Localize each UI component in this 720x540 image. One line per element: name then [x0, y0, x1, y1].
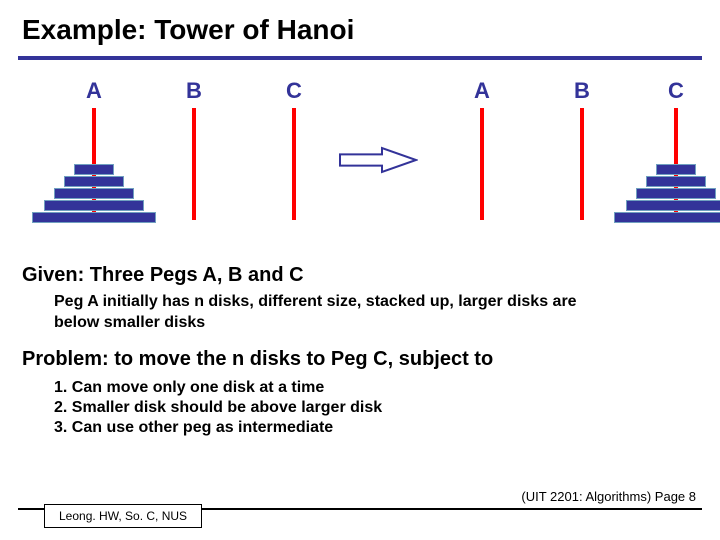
peg-label: B	[574, 78, 590, 104]
problem-item-2: 2. Smaller disk should be above larger d…	[22, 398, 382, 419]
peg-line	[480, 108, 484, 220]
peg-label: C	[668, 78, 684, 104]
slide-title: Example: Tower of Hanoi	[22, 14, 354, 46]
problem-item-3: 3. Can use other peg as intermediate	[22, 418, 333, 439]
hanoi-disk	[646, 176, 706, 187]
peg-label: A	[86, 78, 102, 104]
arrow-icon	[338, 146, 418, 174]
hanoi-disk	[656, 164, 696, 175]
author-box: Leong. HW, So. C, NUS	[44, 504, 202, 528]
hanoi-disk	[636, 188, 716, 199]
peg-line	[292, 108, 296, 220]
title-rule	[18, 56, 702, 60]
hanoi-disk	[614, 212, 720, 223]
hanoi-disk	[32, 212, 156, 223]
hanoi-disk	[64, 176, 124, 187]
peg-line	[192, 108, 196, 220]
page-footer-right: (UIT 2201: Algorithms) Page 8	[521, 489, 696, 504]
given-subtext: Peg A initially has n disks, different s…	[22, 292, 602, 334]
hanoi-diagram: ABCABC	[28, 78, 692, 248]
hanoi-disk	[44, 200, 144, 211]
hanoi-disk	[54, 188, 134, 199]
problem-heading: Problem: to move the n disks to Peg C, s…	[22, 348, 493, 371]
hanoi-disk	[626, 200, 720, 211]
peg-label: C	[286, 78, 302, 104]
peg-line	[580, 108, 584, 220]
hanoi-disk	[74, 164, 114, 175]
problem-item-1: 1. Can move only one disk at a time	[22, 378, 324, 399]
peg-label: B	[186, 78, 202, 104]
given-heading: Given: Three Pegs A, B and C	[22, 264, 304, 287]
peg-label: A	[474, 78, 490, 104]
